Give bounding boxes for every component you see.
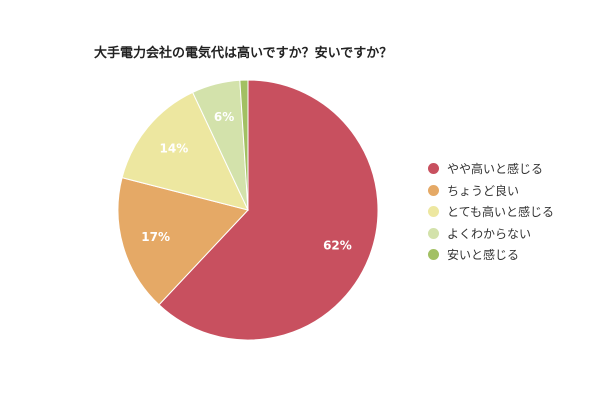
pie-slice-4 — [239, 79, 249, 211]
legend-swatch-4 — [428, 249, 439, 261]
legend-item-3: よくわからない — [428, 223, 554, 245]
pie-slice-label-3: 6% — [214, 110, 234, 124]
legend-label-1: ちょうど良い — [447, 183, 520, 198]
pie-slice-0 — [158, 79, 379, 341]
legend-label-2: とても高いと感じる — [447, 205, 555, 220]
pie-slice-labels: 62% 17% 14% 6% — [141, 110, 352, 253]
pie-slice-label-1: 17% — [141, 230, 170, 244]
legend-swatch-2 — [428, 206, 439, 218]
legend-item-0: やや高いと感じる — [428, 158, 554, 180]
pie-slice-2 — [121, 91, 249, 211]
legend-label-0: やや高いと感じる — [447, 162, 544, 177]
legend-swatch-1 — [428, 184, 439, 196]
pie-slice-label-2: 14% — [160, 142, 189, 156]
legend-item-4: 安いと感じる — [428, 244, 554, 266]
legend-label-3: よくわからない — [447, 226, 532, 241]
legend-label-4: 安いと感じる — [447, 248, 520, 263]
legend-swatch-0 — [428, 163, 439, 175]
legend-item-1: ちょうど良い — [428, 180, 554, 202]
legend-item-2: とても高いと感じる — [428, 201, 554, 223]
legend-swatch-3 — [428, 227, 439, 239]
pie-slice-1 — [117, 177, 249, 306]
chart-title: 大手電力会社の電気代は高いですか？安いですか？ — [94, 46, 393, 61]
legend: やや高いと感じる ちょうど良いとても高いと感じる よくわからない 安いと感じる — [428, 158, 554, 266]
pie-slices — [117, 79, 379, 341]
pie-slice-label-0: 62% — [323, 238, 352, 252]
